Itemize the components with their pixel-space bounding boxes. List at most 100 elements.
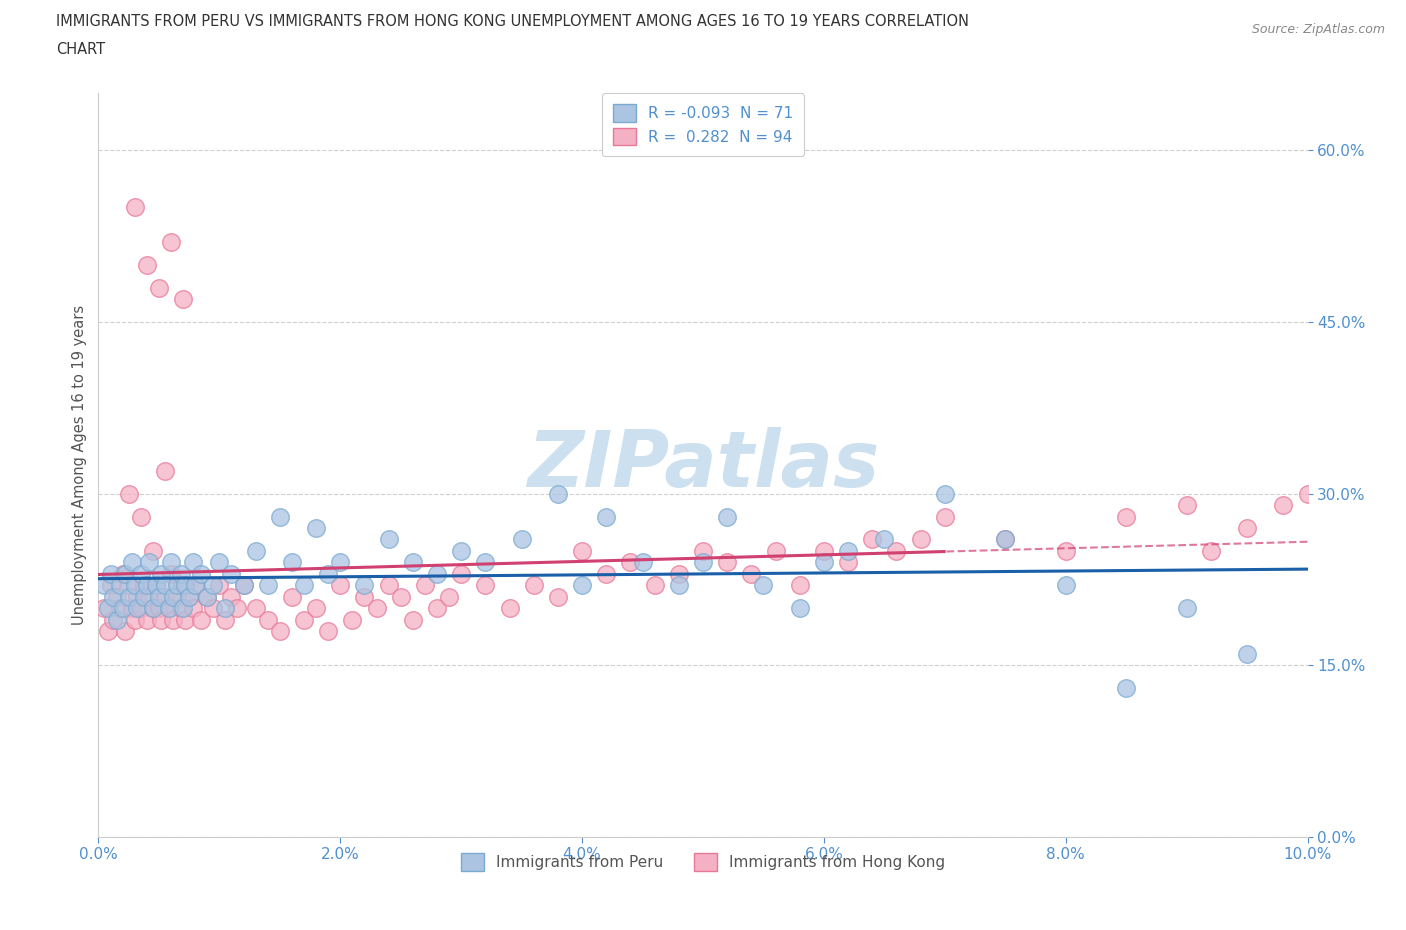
Point [644,578,666,592]
Point [402,612,425,627]
Point [150,612,173,627]
Point [121,601,143,616]
Point [169,601,191,616]
Point [366,601,388,616]
Point [256,578,278,592]
Point [135,258,157,272]
Point [118,486,141,501]
Point [873,532,896,547]
Point [127,601,149,616]
Point [129,509,152,524]
Point [105,612,128,627]
Point [190,612,212,627]
Point [571,543,593,558]
Point [129,601,152,616]
Point [994,532,1017,547]
Point [547,486,569,501]
Point [221,590,243,604]
Point [316,566,339,581]
Point [281,555,304,570]
Point [124,612,146,627]
Point [124,200,146,215]
Point [305,601,328,616]
Text: CHART: CHART [56,42,105,57]
Point [118,578,141,592]
Point [179,590,201,604]
Point [157,601,180,616]
Point [389,590,412,604]
Point [571,578,593,592]
Point [166,590,188,604]
Point [402,555,425,570]
Point [329,555,352,570]
Point [93,578,115,592]
Point [93,601,115,616]
Point [716,555,738,570]
Point [108,601,131,616]
Point [740,566,762,581]
Point [121,555,143,570]
Point [256,612,278,627]
Point [160,566,183,581]
Point [105,590,128,604]
Point [184,578,207,592]
Point [1236,646,1258,661]
Point [547,590,569,604]
Point [172,601,194,616]
Point [226,601,249,616]
Point [174,612,197,627]
Point [114,566,136,581]
Point [166,578,188,592]
Point [1175,601,1198,616]
Point [668,566,690,581]
Point [595,566,617,581]
Point [190,566,212,581]
Point [179,590,201,604]
Point [134,590,156,604]
Point [426,601,449,616]
Point [329,578,352,592]
Point [1115,509,1137,524]
Point [474,555,496,570]
Point [934,509,956,524]
Point [934,486,956,501]
Point [595,509,617,524]
Point [195,590,218,604]
Point [145,578,167,592]
Point [118,590,141,604]
Point [135,612,157,627]
Point [181,601,204,616]
Point [202,578,225,592]
Point [208,578,231,592]
Point [129,566,152,581]
Point [157,601,180,616]
Point [342,612,364,627]
Point [162,590,184,604]
Point [450,543,472,558]
Point [269,623,291,638]
Point [97,623,120,638]
Point [413,578,436,592]
Point [837,543,859,558]
Point [692,555,714,570]
Point [111,566,134,581]
Point [138,555,160,570]
Point [353,578,375,592]
Point [910,532,932,547]
Point [377,532,399,547]
Point [692,543,714,558]
Point [150,566,173,581]
Point [145,578,167,592]
Point [498,601,520,616]
Point [101,590,124,604]
Point [127,590,149,604]
Point [305,521,328,536]
Point [292,578,315,592]
Point [860,532,883,547]
Point [208,555,231,570]
Point [450,566,472,581]
Point [153,578,176,592]
Point [813,555,835,570]
Legend: Immigrants from Peru, Immigrants from Hong Kong: Immigrants from Peru, Immigrants from Ho… [450,843,956,882]
Point [716,509,738,524]
